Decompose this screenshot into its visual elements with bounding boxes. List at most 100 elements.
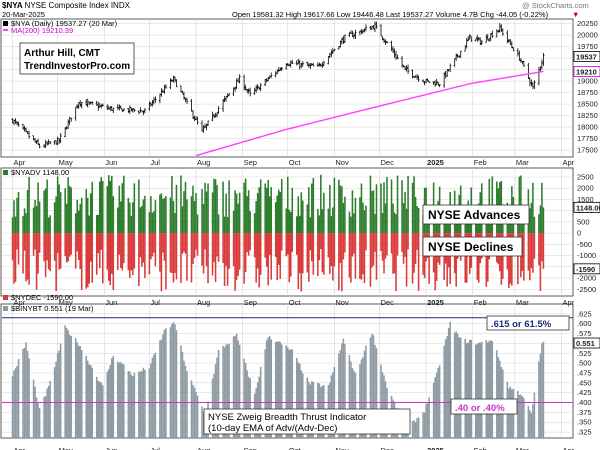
advances-bar xyxy=(171,175,173,234)
last-thrust-label-tag xyxy=(573,337,600,349)
thrust-bar xyxy=(153,354,155,438)
declines-bar xyxy=(160,233,163,292)
thrust-bar xyxy=(47,385,50,438)
thrust-bar xyxy=(118,362,121,438)
advances-bar xyxy=(162,198,164,234)
thrust-bar xyxy=(491,341,494,438)
declines-bar xyxy=(70,233,72,255)
declines-bar xyxy=(360,233,363,280)
advances-bar xyxy=(386,177,388,234)
declines-bar xyxy=(372,233,375,266)
declines-bar xyxy=(299,233,301,274)
thrust-bar xyxy=(183,360,185,438)
declines-bar xyxy=(74,233,77,269)
declines-bar xyxy=(330,233,333,267)
declines-bar xyxy=(202,233,205,274)
advances-bar xyxy=(64,188,66,234)
author-site: TrendInvestorPro.com xyxy=(24,61,130,72)
declines-bar xyxy=(276,233,278,280)
advances-bar xyxy=(13,200,15,234)
thrust-bar xyxy=(274,341,277,438)
thrust-bar xyxy=(279,341,282,438)
declines-bar xyxy=(172,233,175,283)
thrust-bar xyxy=(470,339,473,438)
declines-bar xyxy=(180,233,182,283)
advances-bar xyxy=(405,208,408,234)
declines-bar xyxy=(267,233,269,286)
declines-bar xyxy=(132,233,134,276)
thrust-bar xyxy=(144,369,146,438)
thrust-bar xyxy=(444,339,447,438)
advances-bar xyxy=(159,194,161,234)
thrust-bar xyxy=(38,408,41,438)
declines-bar xyxy=(500,233,503,285)
thrust-bar xyxy=(479,342,482,438)
advances-bar xyxy=(407,175,409,234)
advances-bar xyxy=(38,201,41,234)
advances-bar xyxy=(318,215,321,234)
thrust-bar xyxy=(446,336,448,438)
thrust-bar xyxy=(426,403,429,438)
declines-bar xyxy=(270,233,272,280)
thrust-bar xyxy=(148,368,151,438)
y-tick-label: 18250 xyxy=(577,111,598,120)
thrust-bar xyxy=(11,376,14,438)
thrust-bar xyxy=(32,379,35,438)
price-legend: $NYA (Daily) 19537.27 (20 Mar) xyxy=(11,19,118,28)
y-tick-label: 18000 xyxy=(577,123,598,132)
thrust-title-line2: (10-day EMA of Adv/(Adv-Dec) xyxy=(208,423,337,434)
thrust-bar xyxy=(518,394,521,438)
thrust-bar xyxy=(160,339,163,438)
thrust-bar xyxy=(98,381,101,438)
declines-bar xyxy=(476,233,479,280)
advances-bar xyxy=(217,214,220,234)
thrust-bar xyxy=(28,358,30,438)
declines-bar xyxy=(118,233,121,255)
declines-bar xyxy=(243,233,245,284)
advances-bar xyxy=(223,216,226,234)
month-tick-label: Sep xyxy=(244,446,257,450)
thrust-bar xyxy=(467,342,470,438)
declines-bar xyxy=(321,233,324,273)
declines-bar xyxy=(327,233,330,258)
declines-bar xyxy=(79,233,81,270)
advances-bar xyxy=(360,183,363,234)
axes: Apr Apr Apr May May May Jun Jun Jun Jul Jul Jul Aug A… xyxy=(14,19,600,450)
declines-bar xyxy=(130,233,133,271)
thrust-bar xyxy=(25,342,27,438)
advances-bar xyxy=(520,175,522,234)
advances-bar xyxy=(541,182,543,234)
thrust-bar xyxy=(351,368,354,438)
thrust-bar xyxy=(476,343,479,438)
advances-bar xyxy=(37,182,39,234)
author-name: Arthur Hill, CMT xyxy=(24,48,100,59)
thrust-bar xyxy=(14,368,17,438)
declines-bar xyxy=(244,233,247,273)
advances-bar xyxy=(163,198,166,234)
thrust-bar xyxy=(37,402,39,438)
thrust-legend-swatch xyxy=(3,306,8,311)
advances-bar xyxy=(100,177,103,234)
last-price-label: 19537 xyxy=(576,52,597,61)
declines-bar xyxy=(508,233,510,289)
declines-bar xyxy=(55,233,57,291)
declines-bar xyxy=(341,233,343,292)
advances-bar xyxy=(396,175,399,234)
advances-bar xyxy=(67,177,69,234)
thrust-bar xyxy=(338,353,340,438)
declines-bar xyxy=(222,233,224,264)
declines-bar xyxy=(268,233,271,255)
declines-bar xyxy=(28,233,30,285)
month-tick-label: Jun xyxy=(105,446,117,450)
thrust-bar xyxy=(88,364,91,438)
month-tick-label: Nov xyxy=(335,158,349,167)
thrust-bar xyxy=(111,358,113,438)
advances-bar xyxy=(79,203,81,234)
low-threshold-label: .40 or .40% xyxy=(455,403,505,414)
declines-bar xyxy=(80,233,83,291)
thrust-bar xyxy=(447,327,450,438)
declines-bar xyxy=(43,233,45,262)
declines-bar xyxy=(434,233,436,291)
advances-bar xyxy=(365,205,367,234)
advances-bar xyxy=(121,183,124,234)
